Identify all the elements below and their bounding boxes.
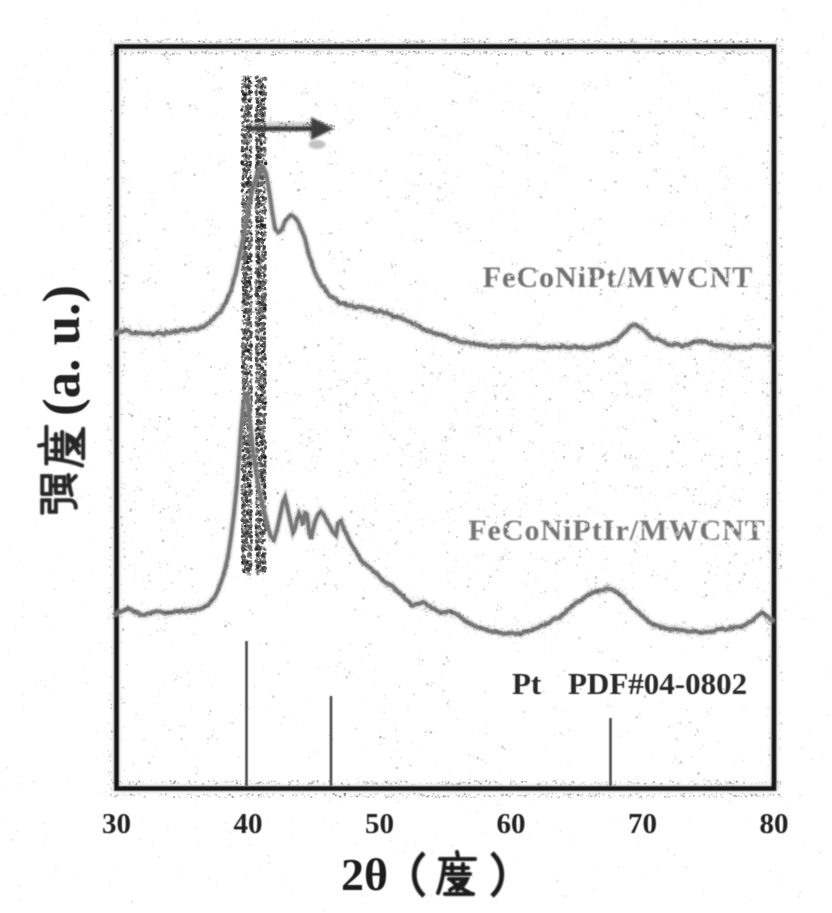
svg-text:PDF#04-0802: PDF#04-0802 [568, 666, 747, 701]
svg-text:30: 30 [102, 808, 131, 840]
svg-text:80: 80 [760, 808, 789, 840]
svg-text:FeCoNiPt/MWCNT: FeCoNiPt/MWCNT [483, 261, 754, 294]
svg-text:Pt: Pt [512, 666, 542, 701]
svg-text:70: 70 [628, 808, 657, 840]
svg-text:2θ: 2θ [341, 849, 388, 900]
svg-text:60: 60 [497, 808, 526, 840]
svg-text:40: 40 [234, 808, 263, 840]
svg-text:50: 50 [365, 808, 394, 840]
svg-text:(a. u.): (a. u.) [33, 285, 91, 416]
svg-text:FeCoNiPtIr/MWCNT: FeCoNiPtIr/MWCNT [468, 514, 766, 547]
